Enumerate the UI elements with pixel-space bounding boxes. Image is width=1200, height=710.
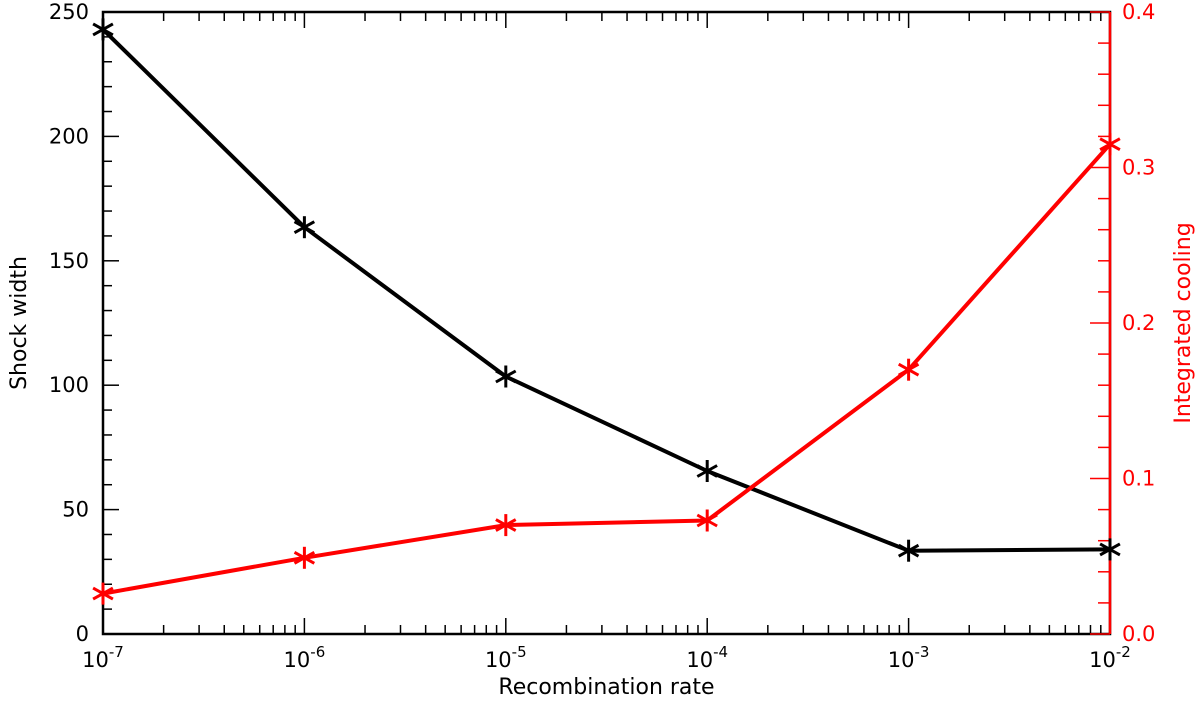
y-tick-label: 150 <box>49 249 89 273</box>
marker-stroke <box>696 464 718 478</box>
data-point-left <box>1099 538 1121 561</box>
y2-axis-label: Integrated cooling <box>1171 222 1196 423</box>
y-tick-label: 50 <box>62 498 89 522</box>
series-line-left <box>101 27 1111 553</box>
y-tick-label: 100 <box>49 373 89 397</box>
y-tick-label: 200 <box>49 124 89 148</box>
marker-stroke <box>1099 542 1121 557</box>
marker-stroke <box>897 543 920 558</box>
y2-tick-label: 0.3 <box>1122 156 1155 180</box>
ticks-layer <box>102 11 1112 635</box>
y-axis-label: Shock width <box>7 256 32 390</box>
x-tick-label: 10-5 <box>485 643 527 672</box>
y-tick-label: 0 <box>76 622 89 646</box>
data-point-left <box>897 539 920 562</box>
series-line-right <box>102 142 1112 596</box>
data-point-left <box>293 216 316 239</box>
data-point-right <box>1099 133 1121 156</box>
marker-stroke <box>92 22 114 37</box>
marker-stroke <box>1099 137 1121 152</box>
data-point-left <box>495 365 517 388</box>
marker-stroke <box>293 550 316 565</box>
y2-tick-label: 0.0 <box>1122 622 1155 646</box>
marker-stroke <box>495 518 517 532</box>
marker-stroke <box>92 586 114 601</box>
y2-tick-label: 0.4 <box>1122 0 1155 24</box>
x-axis-label: Recombination rate <box>498 675 714 700</box>
data-point-left <box>92 18 114 41</box>
marker-stroke <box>495 369 517 384</box>
y2-tick-label: 0.1 <box>1122 467 1155 491</box>
data-point-right <box>897 358 920 381</box>
marker-stroke <box>696 513 718 528</box>
plot-frame <box>101 10 1112 636</box>
marker-stroke <box>293 220 316 235</box>
marker-stroke <box>897 362 920 377</box>
x-tick-label: 10-4 <box>686 643 728 672</box>
data-point-right <box>293 546 316 569</box>
labels-layer: 0 50 100 150 200 250 0.0 0.1 0.2 0.3 0.4 10-7 10-6 10… <box>7 0 1196 700</box>
x-tick-label: 10-3 <box>888 643 930 672</box>
data-point-right <box>495 514 517 537</box>
data-point-left <box>696 460 718 482</box>
y-tick-label: 250 <box>49 0 89 24</box>
x-tick-label: 10-7 <box>82 643 124 672</box>
series-layer <box>92 18 1121 605</box>
x-tick-label: 10-2 <box>1089 643 1131 672</box>
data-point-right <box>92 582 114 605</box>
x-tick-label: 10-6 <box>284 643 326 672</box>
y2-tick-label: 0.2 <box>1122 311 1155 335</box>
data-point-right <box>696 509 718 532</box>
